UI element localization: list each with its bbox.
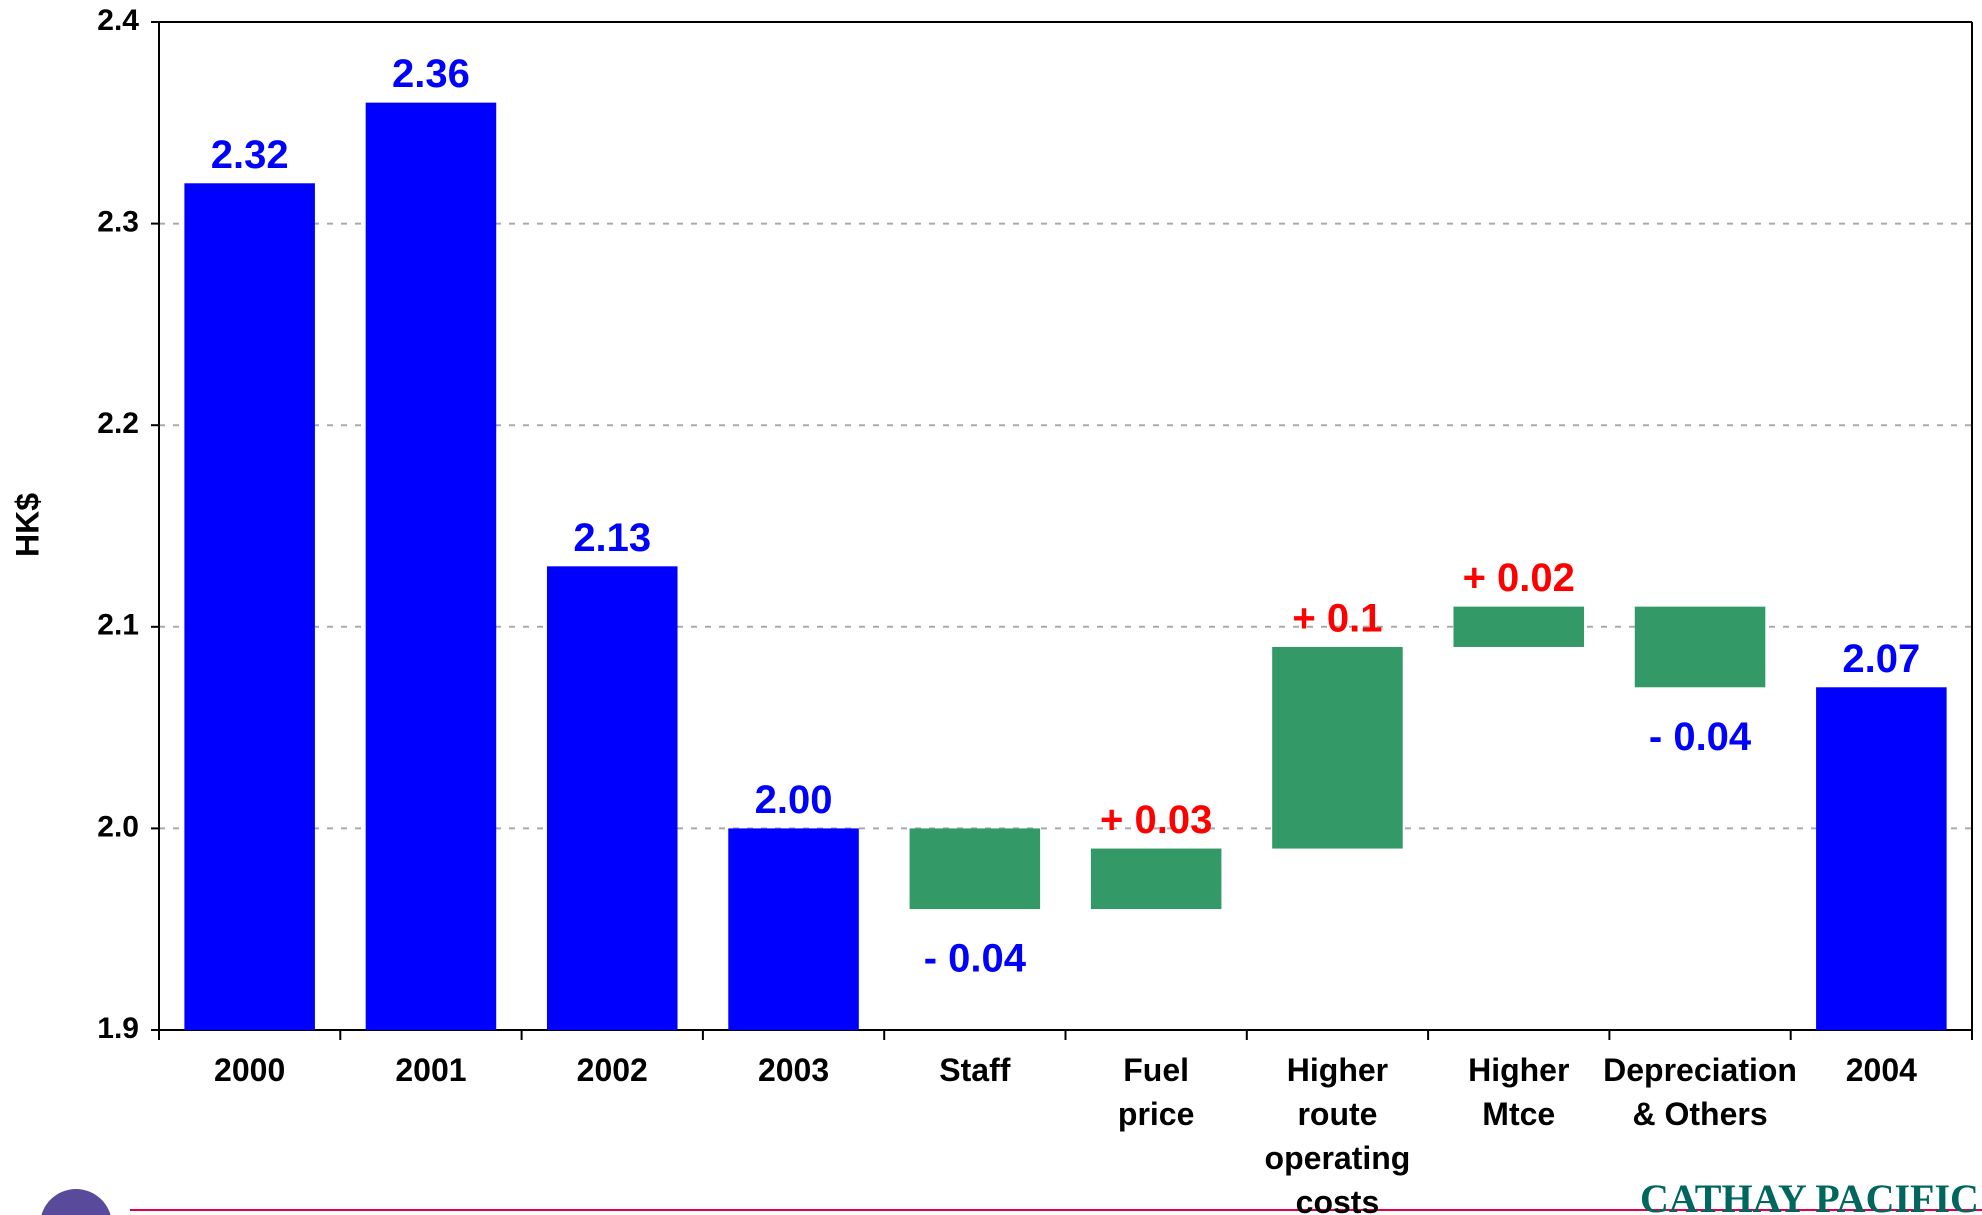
x-tick-label: Higher Mtce [1468,1052,1570,1132]
value-label: 2.32 [211,133,289,177]
company-logo: CATHAY PACIFIC [1640,1176,1979,1215]
y-tick-label: 2.3 [97,206,139,239]
value-label: 2.13 [573,516,651,560]
delta-bar [1090,848,1222,910]
x-tick-label: 2002 [576,1052,648,1088]
total-bar [728,828,859,1030]
delta-bar [1634,606,1766,688]
value-label: 2.36 [392,52,470,96]
value-label: 2.07 [1842,637,1920,681]
value-label: - 0.04 [924,937,1027,981]
value-label: - 0.04 [1649,715,1752,759]
y-axis-label: HK$ [9,493,45,557]
y-tick-label: 2.0 [97,810,139,843]
x-tick-label: Higher route operating costs [1264,1052,1411,1215]
total-bar [546,566,678,1030]
delta-bar [909,828,1041,910]
delta-bar [1272,646,1403,849]
total-bar [365,102,497,1030]
value-label: 2.00 [755,778,833,822]
y-tick-label: 2.4 [97,4,139,37]
x-tick-label: Staff [939,1052,1011,1088]
value-label: + 0.02 [1463,556,1575,600]
footer-logo [41,1189,111,1215]
y-tick-label: 2.2 [97,407,139,440]
x-tick-label: 2000 [214,1052,286,1088]
y-tick-label: 1.9 [97,1012,139,1045]
total-bar [184,183,315,1030]
x-tick-label: Depreciation & Others [1603,1052,1797,1132]
x-tick-label: Fuel price [1117,1052,1195,1132]
x-tick-label: 2004 [1845,1052,1917,1088]
x-tick-label: 2003 [757,1052,830,1088]
delta-bar [1453,606,1585,647]
y-tick-label: 2.1 [97,609,139,642]
value-label: + 0.03 [1100,798,1212,842]
total-bar [1816,687,1947,1030]
x-tick-label: 2001 [395,1052,467,1088]
value-label: + 0.1 [1292,597,1382,641]
